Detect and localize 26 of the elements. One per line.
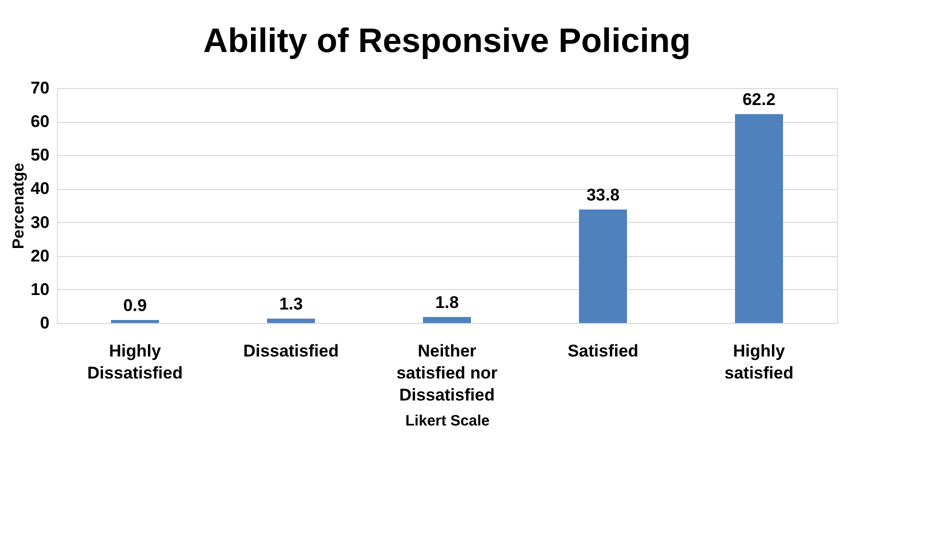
x-tick-label: Dissatisfied (243, 342, 339, 360)
bar (423, 316, 471, 323)
y-tick-label: 70 (30, 78, 50, 98)
x-tick-label: Highly satisfied (724, 342, 794, 382)
y-tick-label: 10 (30, 280, 50, 299)
chart-title: Ability of Responsive Policing (203, 22, 691, 60)
data-label: 1.3 (279, 294, 303, 314)
x-axis-title: Likert Scale (405, 412, 490, 430)
y-tick-label: 60 (30, 112, 50, 132)
y-tick-label: 40 (30, 179, 50, 198)
y-tick-label: 0 (40, 314, 50, 332)
x-tick-label: Neither satisfied nor Dissatisfied (396, 342, 498, 404)
x-tick-label: Satisfied (568, 342, 638, 360)
x-tick-label: Highly Dissatisfied (87, 342, 183, 382)
data-label: 62.2 (742, 90, 776, 110)
bar (267, 318, 315, 323)
bar (111, 320, 159, 323)
y-tick-label: 30 (30, 212, 50, 232)
bar (735, 114, 783, 323)
y-axis-title: Percenatge (10, 162, 28, 250)
data-label: 0.9 (123, 296, 147, 315)
y-tick-label: 50 (30, 146, 50, 165)
y-tick-label: 20 (30, 246, 50, 266)
data-label: 33.8 (586, 186, 620, 205)
data-label: 1.8 (435, 292, 459, 312)
bar (579, 210, 627, 323)
